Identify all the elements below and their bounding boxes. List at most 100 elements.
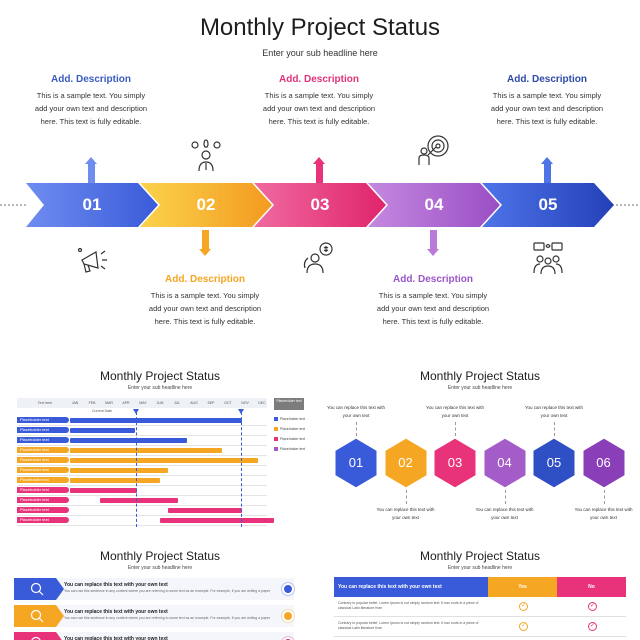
table-header-no: No <box>557 577 626 597</box>
gantt-col-header: Text here <box>37 401 53 405</box>
hexagon-caption: You can replace this text with your own … <box>475 507 534 520</box>
hexagon-caption: You can replace this text with your own … <box>376 507 435 520</box>
gantt-row-label: Placeholder text <box>17 487 69 493</box>
hexagon-connector <box>554 422 555 436</box>
table-row: Contrary to popular belief, Lorem Ipsum … <box>334 597 626 617</box>
gantt-bar <box>70 427 135 433</box>
hexagon-connector <box>455 422 456 436</box>
description-5: Add. Description This is a sample text. … <box>487 74 607 128</box>
arrow-step-3 <box>254 183 386 227</box>
list-item[interactable]: You can replace this text with your own … <box>14 632 294 640</box>
gantt-row-divider <box>17 465 267 466</box>
arrow-step-5 <box>482 183 614 227</box>
connector-down-4 <box>427 230 439 256</box>
table-panel-title: Monthly Project Status <box>419 549 541 563</box>
gantt-row-label: Placeholder text <box>17 457 69 463</box>
description-body: This is a sample text. You simply add yo… <box>262 91 376 126</box>
gantt-row-label: Placeholder text <box>17 427 69 433</box>
gantt-panel-subtitle: Enter your sub headline here <box>127 385 193 391</box>
description-body: This is a sample text. You simply add yo… <box>34 91 148 126</box>
gantt-bar <box>160 517 274 523</box>
gantt-month-label: OCT <box>224 401 232 405</box>
hexagon-number: 05 <box>546 455 562 470</box>
list-item-title: You can replace this text with your own … <box>64 609 168 615</box>
gantt-row-divider <box>17 475 267 476</box>
step-number-3: 03 <box>310 195 330 214</box>
target-person-icon <box>418 135 449 165</box>
hexagon-connector <box>405 490 407 504</box>
legend-swatch <box>274 427 278 432</box>
arrow-step-2 <box>140 183 272 227</box>
description-2: Add. Description This is a sample text. … <box>145 274 265 328</box>
gantt-bar <box>70 457 258 463</box>
table-panel-subtitle: Enter your sub headline here <box>447 565 513 571</box>
list-panel-subtitle: Enter your sub headline here <box>127 565 193 571</box>
description-body: This is a sample text. You simply add yo… <box>148 291 262 326</box>
gantt-row-label: Placeholder text <box>17 447 69 453</box>
gantt-row-divider <box>17 445 267 446</box>
gantt-legend-header-text: Placeholder text <box>276 399 302 403</box>
hexagon-badge <box>481 436 528 490</box>
hexagon-badge <box>580 436 627 490</box>
gantt-month-label: JAN <box>71 401 79 405</box>
hex-panel-title: Monthly Project Status <box>419 369 541 383</box>
gantt-month-label: APR <box>122 401 130 405</box>
gantt-row-label: Placeholder text <box>17 477 69 483</box>
table-header: You can replace this text with your own … <box>334 577 488 597</box>
list-item[interactable]: You can replace this text with your own … <box>14 605 294 627</box>
hexagon-caption: You can replace this text with your own … <box>574 507 633 520</box>
gantt-bar <box>100 497 178 503</box>
gantt-legend-item: Placeholder text <box>274 447 305 452</box>
gantt-legend-item: Placeholder text <box>274 427 305 432</box>
hexagon-connector <box>504 490 506 504</box>
current-date-line <box>136 412 137 527</box>
gantt-legend-item: Placeholder text <box>274 417 305 422</box>
gantt-row-divider <box>17 505 267 506</box>
connector-up-5 <box>541 157 553 183</box>
description-title: Add. Description <box>278 74 359 85</box>
hexagon-connector <box>603 490 605 504</box>
gantt-row-label: Placeholder text <box>17 467 69 473</box>
list-item-text: You can use this sentence in any content… <box>64 589 271 593</box>
gantt-month-label: MAY <box>139 401 147 405</box>
hexagon-badge <box>332 436 380 490</box>
description-title: Add. Description <box>50 74 131 85</box>
team-chat-icon <box>533 242 563 275</box>
list-item-title: You can replace this text with your own … <box>64 582 168 588</box>
gantt-row-label: Placeholder text <box>17 507 69 513</box>
gantt-month-label: FEB <box>88 401 96 405</box>
page-title: Monthly Project Status <box>199 14 441 41</box>
gantt-row-divider <box>17 455 267 456</box>
hexagon-caption: You can replace this text with your own … <box>326 405 386 418</box>
gantt-month-label: SEP <box>207 401 215 405</box>
gantt-row-label: Placeholder text <box>17 417 69 423</box>
gantt-month-label: MAR <box>105 401 113 405</box>
gantt-current-date: Current Date <box>91 409 113 413</box>
description-body: This is a sample text. You simply add yo… <box>376 291 490 326</box>
gantt-month-label: AUG <box>190 401 198 405</box>
hexagon-number: 01 <box>348 455 364 470</box>
gantt-row-label: Placeholder text <box>17 437 69 443</box>
legend-swatch <box>274 447 278 452</box>
gantt-row-divider <box>17 485 267 486</box>
list-panel-title: Monthly Project Status <box>99 549 221 563</box>
description-1: Add. Description This is a sample text. … <box>31 74 151 128</box>
list-item-tag <box>14 578 64 600</box>
hexagon-connector <box>356 422 357 436</box>
check-icon: ✓ <box>519 602 528 611</box>
connector-up-3 <box>313 157 325 183</box>
step-number-5: 05 <box>538 195 558 214</box>
gantt-row-divider <box>17 525 267 526</box>
gantt-bar <box>70 417 242 423</box>
gantt-legend-item: Placeholder text <box>274 437 305 442</box>
gantt-bar <box>70 447 222 453</box>
gantt-month-label: JUN <box>156 401 164 405</box>
gantt-row-divider <box>17 515 267 516</box>
list-item-tag <box>14 605 64 627</box>
step-number-1: 01 <box>82 195 102 214</box>
megaphone-icon <box>77 247 107 273</box>
list-item[interactable]: You can replace this text with your own … <box>14 578 294 600</box>
legend-swatch <box>274 417 278 422</box>
hexagon-number: 03 <box>447 455 463 470</box>
timeline-arrows <box>0 183 640 227</box>
